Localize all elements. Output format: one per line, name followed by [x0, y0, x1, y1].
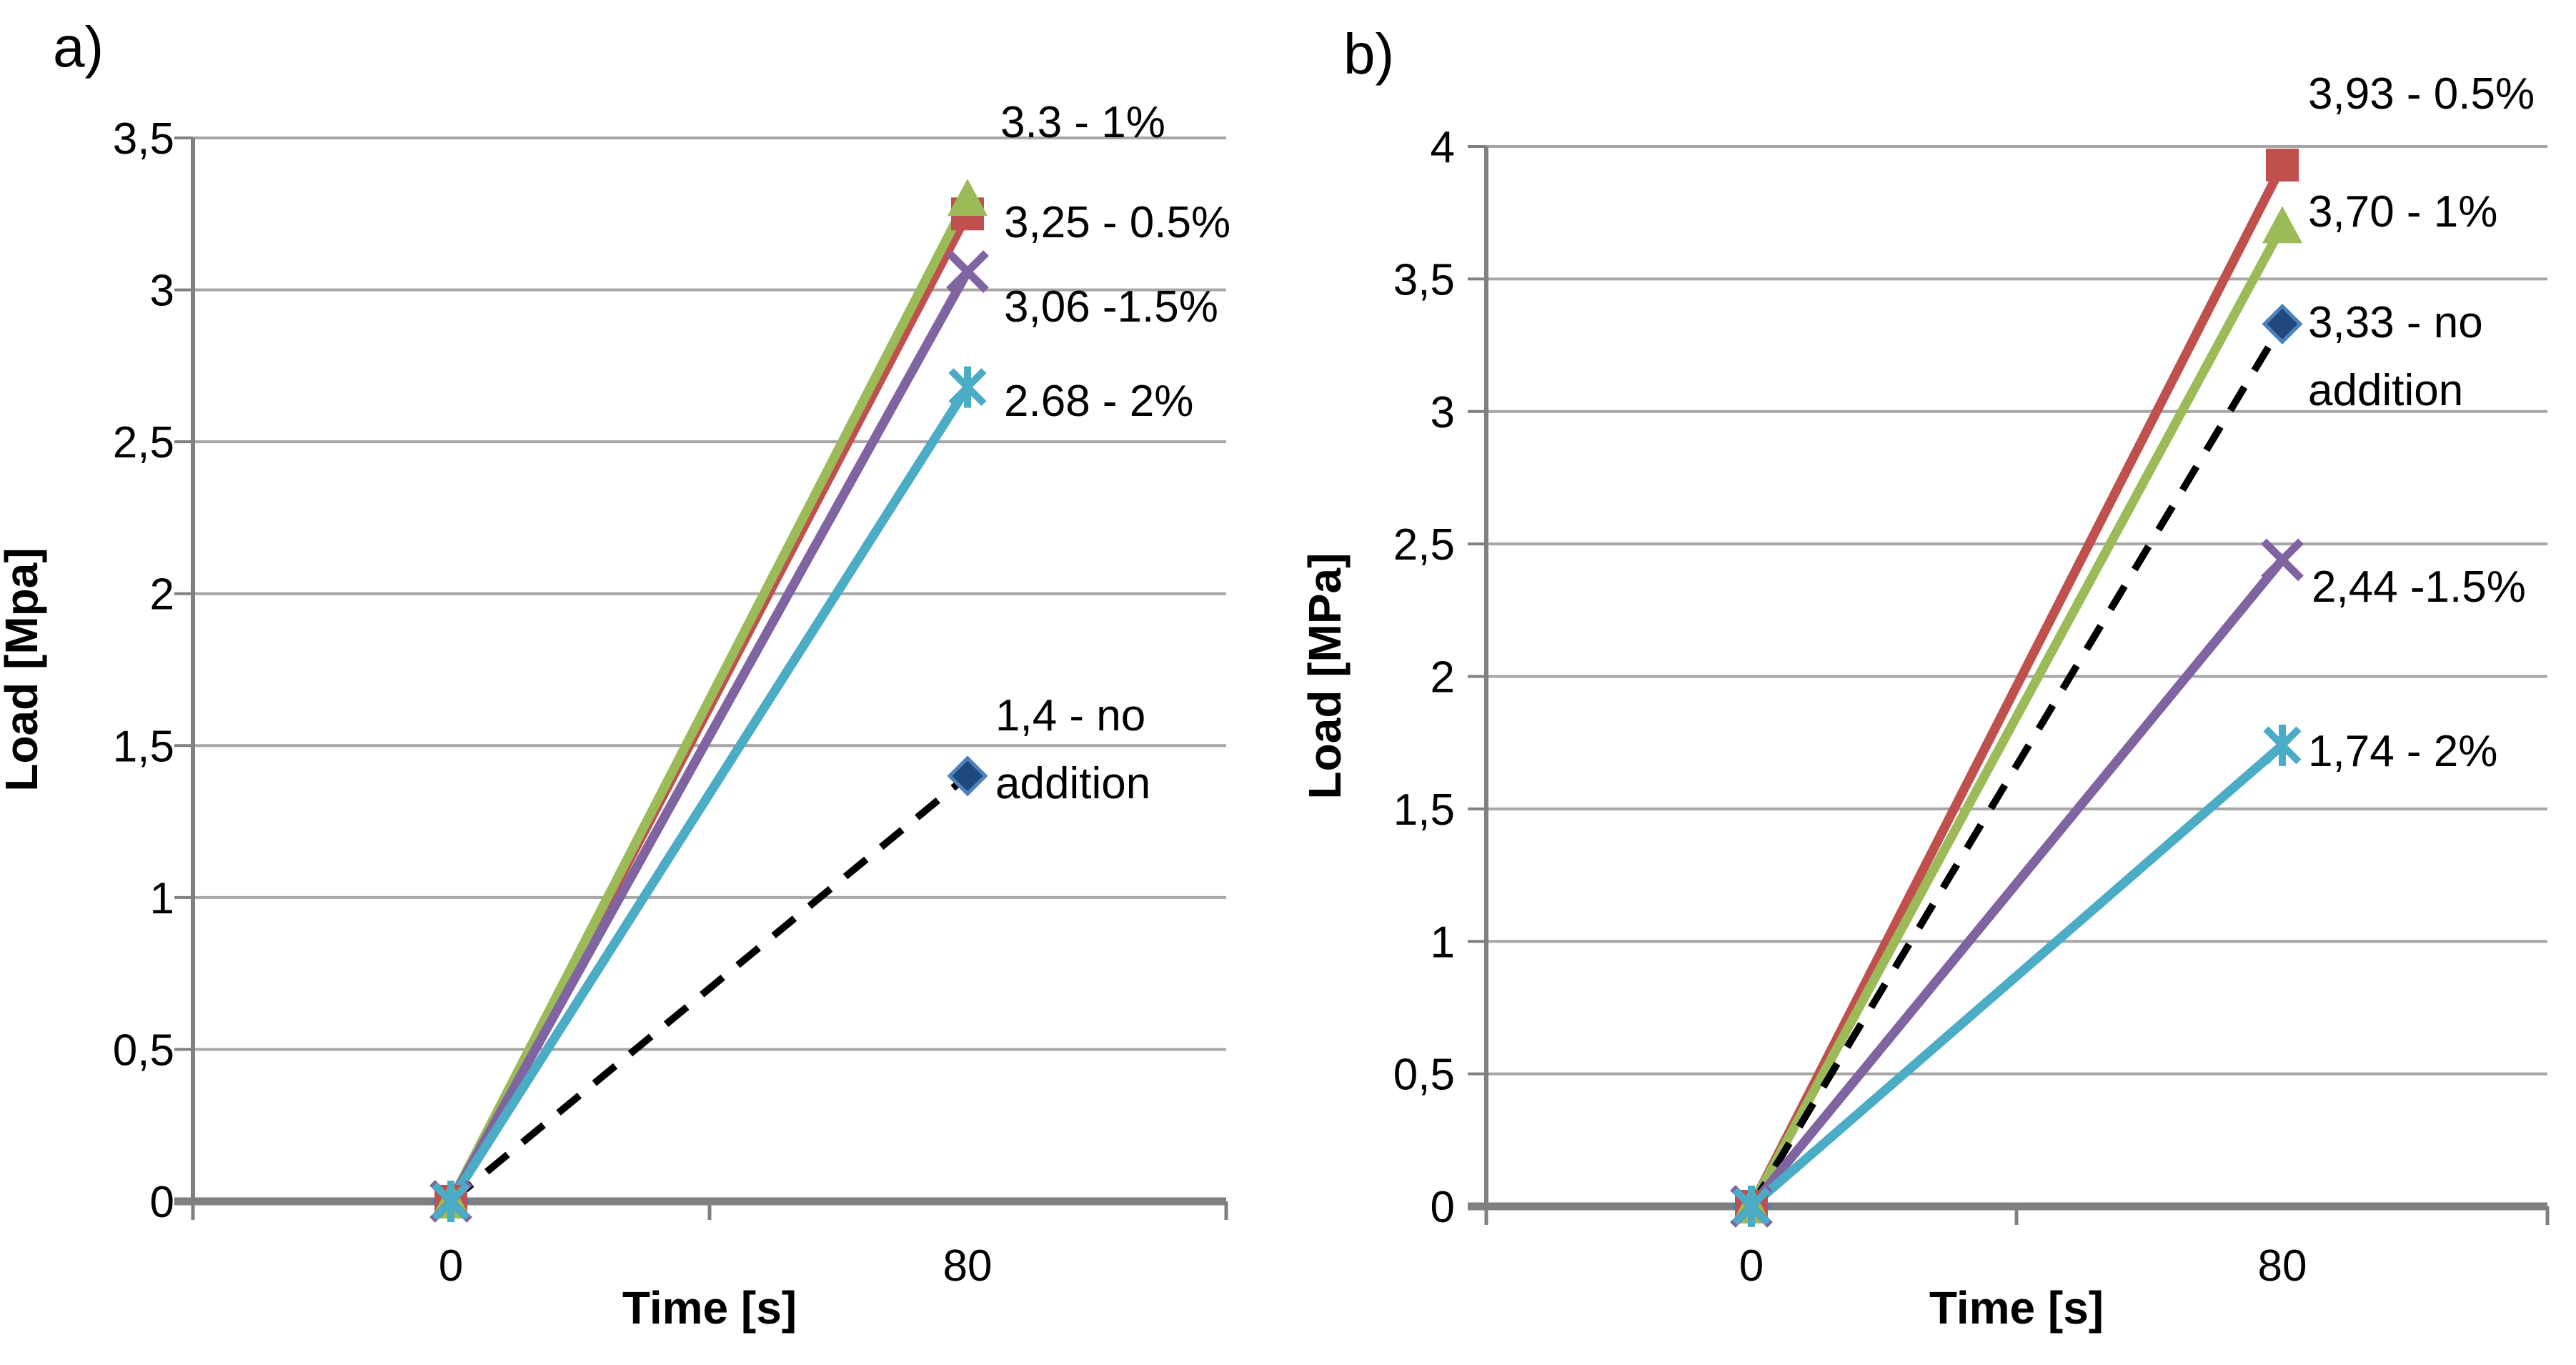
x-axis-title: Time [s] — [1929, 1282, 2104, 1334]
y-tick-label: 1,5 — [113, 722, 174, 771]
series-line-no-addition — [1748, 322, 2286, 1208]
markers — [429, 179, 989, 1223]
y-tick-label: 2,5 — [1393, 520, 1455, 570]
tick-marks — [1468, 145, 2550, 1225]
y-axis-title: Load [Mpa] — [0, 547, 47, 791]
y-tick-label: 3 — [150, 267, 174, 316]
x-tick-label: 80 — [943, 1241, 993, 1291]
x-marker — [946, 250, 989, 293]
y-tick-label: 1 — [1431, 918, 1455, 967]
y-tick-label: 2 — [1431, 653, 1455, 703]
series-line-2- — [447, 384, 972, 1204]
y-tick-label: 2,5 — [113, 418, 174, 467]
y-tick-label: 1,5 — [1393, 785, 1455, 835]
y-tick-label: 4 — [1431, 123, 1455, 172]
series-annotation: addition — [2308, 366, 2463, 415]
y-tick-labels: 0 0,5 1 1,5 2 2,5 3 3,5 4 — [1393, 123, 1455, 1232]
panel-label-b: b) — [1343, 22, 1395, 86]
series-annotation: 3,06 -1.5% — [1004, 282, 1218, 332]
gridlines — [193, 136, 1226, 1051]
triangle-marker — [2262, 206, 2302, 244]
y-tick-label: 3,5 — [1393, 255, 1455, 304]
y-tick-label: 3 — [1431, 388, 1455, 437]
triangle-marker — [948, 179, 988, 217]
series-annotation: 3.3 - 1% — [1000, 98, 1165, 147]
y-tick-label: 2 — [150, 570, 174, 620]
x-axis-title: Time [s] — [622, 1282, 797, 1334]
series-annotation: 3,25 - 0.5% — [1004, 198, 1230, 247]
diamond-marker — [2262, 303, 2303, 344]
x-tick-labels: 0 80 — [439, 1241, 993, 1291]
series-annotation: addition — [995, 759, 1150, 808]
y-tick-labels: 0 0,5 1 1,5 2 2,5 3 3,5 — [113, 114, 174, 1227]
x-tick-label: 0 — [1739, 1241, 1764, 1291]
series-annotation: 3,33 - no — [2308, 298, 2483, 347]
diamond-marker — [947, 755, 988, 797]
series-annotation: 2.68 - 2% — [1004, 377, 1193, 426]
series-annotation: 1,74 - 2% — [2308, 727, 2497, 776]
series-line-1-5- — [1747, 557, 2287, 1210]
y-tick-label: 0,5 — [113, 1026, 174, 1075]
x-marker — [2261, 538, 2304, 582]
series-annotation: 3,70 - 1% — [2308, 187, 2497, 237]
asterisk-marker — [432, 1181, 470, 1222]
asterisk-marker — [1732, 1186, 1771, 1227]
series-line-1-5- — [447, 269, 972, 1204]
y-axis-title: Load [MPa] — [1299, 553, 1351, 800]
series-annotation: 1,4 - no — [995, 691, 1145, 740]
series-line-2- — [1748, 741, 2286, 1210]
series-line-1- — [1747, 224, 2287, 1209]
y-tick-label: 3,5 — [113, 114, 174, 164]
series-lines — [1747, 162, 2287, 1210]
panel-label-a: a) — [53, 15, 104, 79]
y-tick-label: 0 — [1431, 1183, 1455, 1232]
panel-a: 0 0,5 1 1,5 2 2,5 3 3,5 0 80 Time [s] Load [Mpa] 3,2… — [0, 98, 1230, 1334]
annotations: 3,25 - 0.5% 3.3 - 1% 3,06 -1.5% 2.68 - 2% 1,… — [995, 98, 1230, 808]
y-tick-label: 1 — [150, 874, 174, 923]
series-annotation: 3,93 - 0.5% — [2308, 69, 2535, 119]
series-annotation: 2,44 -1.5% — [2312, 562, 2526, 612]
square-marker — [2266, 148, 2299, 182]
series-lines — [447, 197, 972, 1204]
tick-marks — [174, 136, 1228, 1220]
asterisk-marker — [948, 366, 987, 408]
annotations: 3,93 - 0.5% 3,70 - 1% 3,33 - no addition 2,4… — [2308, 69, 2535, 776]
y-tick-label: 0 — [150, 1178, 174, 1227]
x-tick-label: 80 — [2258, 1241, 2307, 1291]
y-tick-label: 0,5 — [1393, 1051, 1455, 1100]
markers — [1730, 148, 2304, 1228]
x-tick-labels: 0 80 — [1739, 1241, 2307, 1291]
panel-b: 0 0,5 1 1,5 2 2,5 3 3,5 4 0 80 Time [s] Load [MPa] 3,… — [1299, 69, 2550, 1334]
x-tick-label: 0 — [439, 1241, 463, 1291]
series-line-0-5- — [1747, 162, 2287, 1208]
series-line-no-addition — [448, 773, 970, 1204]
series-line-1- — [447, 197, 972, 1203]
asterisk-marker — [2263, 724, 2302, 766]
